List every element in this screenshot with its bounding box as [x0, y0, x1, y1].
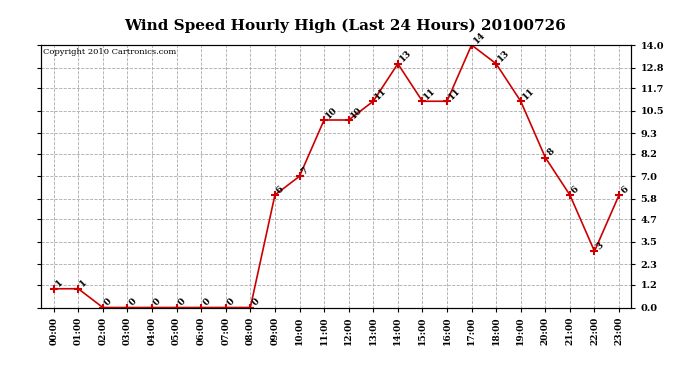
Text: 0: 0	[152, 297, 163, 307]
Text: 0: 0	[103, 297, 114, 307]
Text: 1: 1	[54, 278, 65, 289]
Text: 3: 3	[595, 240, 605, 251]
Text: 13: 13	[496, 48, 511, 64]
Text: 1: 1	[78, 278, 89, 289]
Text: 11: 11	[521, 86, 536, 101]
Text: 0: 0	[128, 297, 138, 307]
Text: 13: 13	[398, 48, 413, 64]
Text: 6: 6	[570, 184, 581, 195]
Text: 7: 7	[299, 165, 310, 176]
Text: 11: 11	[373, 86, 388, 101]
Text: 0: 0	[250, 297, 261, 307]
Text: 0: 0	[226, 297, 237, 307]
Text: 0: 0	[201, 297, 212, 307]
Text: 6: 6	[619, 184, 630, 195]
Text: 0: 0	[177, 297, 187, 307]
Text: 14: 14	[471, 30, 487, 45]
Text: 6: 6	[275, 184, 286, 195]
Text: 11: 11	[422, 86, 437, 101]
Text: Copyright 2010 Cartronics.com: Copyright 2010 Cartronics.com	[43, 48, 176, 56]
Text: 8: 8	[545, 147, 556, 158]
Text: 10: 10	[348, 105, 364, 120]
Text: Wind Speed Hourly High (Last 24 Hours) 20100726: Wind Speed Hourly High (Last 24 Hours) 2…	[124, 19, 566, 33]
Text: 11: 11	[447, 86, 462, 101]
Text: 10: 10	[324, 105, 339, 120]
